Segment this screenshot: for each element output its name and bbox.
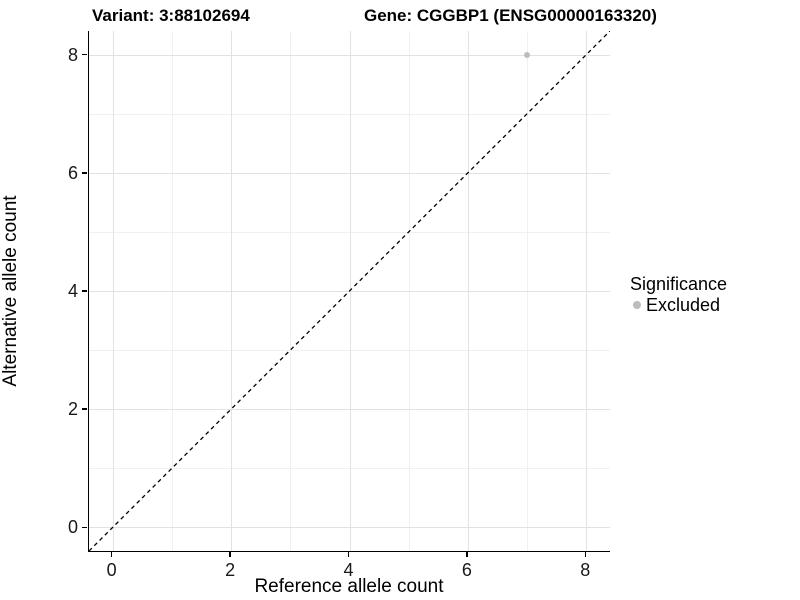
legend-item-label: Excluded [646,295,721,315]
x-tick-label: 2 [225,560,236,580]
gridline-major-y [89,527,610,529]
gridline-major-y [89,172,610,174]
y-tick-label: 2 [67,399,78,420]
gridline-major-y [89,409,610,411]
plot-title-variant: Variant: 3:88102694 [92,6,250,25]
x-tick-mark [229,552,231,558]
legend: Significance Excluded [630,274,727,315]
plot-title-gene: Gene: CGGBP1 (ENSG00000163320) [364,6,657,25]
y-tick-label: 6 [67,162,78,183]
y-tick-mark [81,53,87,56]
x-tick-mark [110,552,113,558]
x-axis-title: Reference allele count [254,576,444,597]
x-tick-mark [347,552,350,558]
x-tick-label: 8 [580,560,591,580]
x-tick-mark [584,552,586,558]
legend-title: Significance [630,274,728,294]
y-tick-label: 4 [67,281,78,301]
x-tick-label: 6 [461,560,472,580]
y-tick-mark [81,526,87,529]
data-point [524,51,531,58]
y-tick-label: 0 [67,517,78,538]
gridline-major-y [89,54,610,56]
y-axis-title: Alternative allele count [0,195,21,387]
plot-panel [88,31,610,552]
legend-point-swatch-icon [633,301,641,309]
y-tick-mark [81,172,87,174]
legend-item-excluded: Excluded [630,295,727,315]
x-tick-label: 4 [343,560,354,580]
identity-line [89,31,610,551]
y-tick-mark [81,290,87,292]
x-tick-label: 0 [106,560,117,580]
y-tick-label: 8 [67,44,78,65]
y-tick-mark [81,408,87,410]
x-tick-mark [466,552,468,558]
